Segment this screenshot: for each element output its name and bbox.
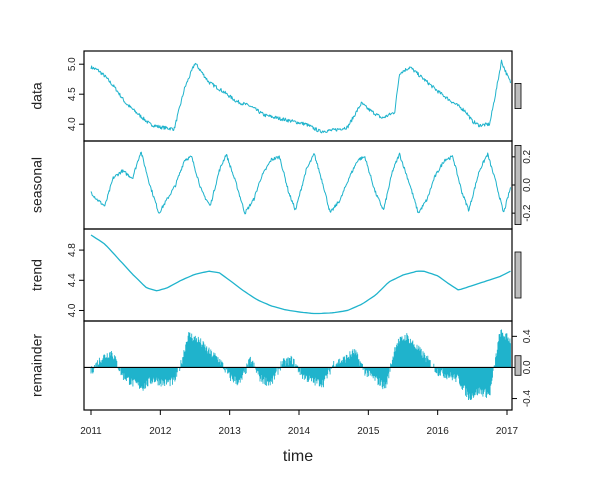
- xtick-label: 2015: [357, 426, 380, 437]
- ytick-label-data: 5.0: [67, 57, 78, 71]
- ytick-label-remainder: 0.4: [522, 329, 533, 343]
- panel-label-seasonal: seasonal: [29, 157, 45, 213]
- xtick-label: 2017: [496, 426, 519, 437]
- series-line-remainder: [90, 329, 511, 400]
- panel-trend: 4.0 4.4 4.8 trend: [29, 228, 522, 322]
- ytick-label-data: 4.5: [67, 87, 78, 101]
- series-line-seasonal: [90, 151, 511, 215]
- x-axis-label: time: [283, 448, 313, 465]
- xtick-label: 2016: [427, 426, 450, 437]
- panel-seasonal: -0.2 0.0 0.2 seasonal: [29, 140, 533, 230]
- ytick-label-seasonal: 0.2: [522, 149, 533, 163]
- xtick-label: 2014: [288, 426, 311, 437]
- ytick-label-trend: 4.0: [67, 303, 78, 317]
- series-line-data: [90, 59, 511, 134]
- xtick-label: 2012: [149, 426, 172, 437]
- x-axis: 2011 2012 2013 2014 2015 2016 2017 time: [80, 409, 519, 465]
- ytick-label-seasonal: 0.0: [522, 178, 533, 192]
- panel-frame-data: [83, 50, 513, 142]
- panel-remainder: -0.4 0.0 0.4 remainder: [29, 320, 533, 411]
- ytick-label-trend: 4.8: [67, 243, 78, 257]
- xtick-label: 2013: [219, 426, 242, 437]
- xtick-label: 2011: [80, 426, 102, 437]
- panel-label-trend: trend: [29, 259, 45, 291]
- panel-label-remainder: remainder: [29, 334, 45, 397]
- range-bar-seasonal: [514, 144, 522, 225]
- ytick-label-data: 4.0: [67, 117, 78, 131]
- panel-frame-seasonal: [83, 140, 513, 230]
- series-line-trend: [90, 234, 511, 315]
- panel-data: 4.0 4.5 5.0 data: [29, 50, 522, 142]
- ytick-label-remainder: 0.0: [522, 360, 533, 374]
- range-bar-remainder: [514, 355, 522, 376]
- ytick-label-seasonal: -0.2: [522, 204, 533, 222]
- range-bar-trend: [514, 251, 522, 299]
- ytick-label-remainder: -0.4: [522, 390, 533, 408]
- panel-frame-trend: [83, 228, 513, 322]
- ytick-label-trend: 4.4: [67, 273, 78, 287]
- panel-frame-remainder: [83, 320, 513, 411]
- panel-label-data: data: [29, 82, 45, 109]
- range-bar-data: [514, 83, 522, 110]
